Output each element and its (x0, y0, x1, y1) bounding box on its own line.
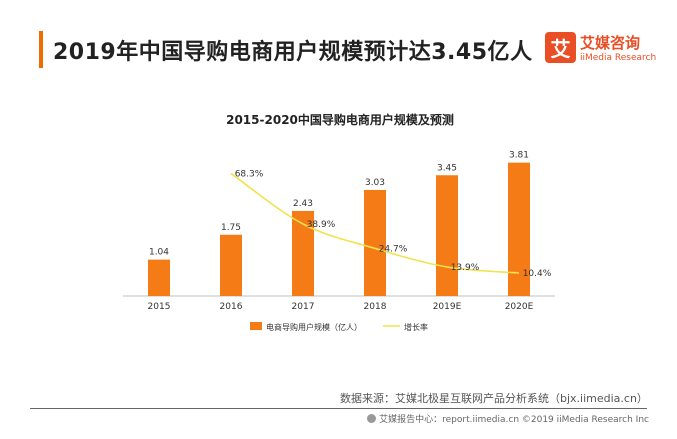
page-title: 2019年中国导购电商用户规模预计达3.45亿人 (53, 40, 533, 65)
data-source: 数据来源：艾媒北极星互联网产品分析系统（bjx.iimedia.cn） (340, 392, 648, 405)
title-accent-bar (39, 31, 43, 68)
growth-rate-line (230, 172, 520, 274)
legend-label-bars: 电商导购用户规模（亿人） (266, 322, 362, 332)
growth-rate-label: 24.7% (379, 244, 408, 254)
x-tick-label: 2019E (433, 302, 462, 312)
bar-2015 (148, 259, 170, 296)
logo-name-cn: 艾媒咨询 (580, 34, 641, 52)
bar-2017 (292, 210, 314, 296)
footer-text: 艾媒报告中心：report.iimedia.cn ©2019 iiMedia R… (379, 415, 649, 425)
bar-value-label: 3.45 (437, 163, 457, 173)
legend-label-line: 增长率 (404, 322, 428, 332)
growth-rate-label: 13.9% (451, 263, 480, 273)
logo-name-en: iiMedia Research (580, 53, 657, 63)
bar-value-label: 1.75 (221, 223, 241, 233)
bar-value-label: 3.03 (365, 178, 385, 188)
bar-value-label: 2.43 (293, 199, 313, 209)
x-tick-label: 2020E (505, 302, 534, 312)
footer-divider (30, 408, 647, 409)
chart-title: 2015-2020中国导购电商用户规模及预测 (226, 112, 454, 127)
bar-2020E (508, 162, 530, 296)
report-center-icon (367, 414, 377, 423)
x-tick-label: 2017 (292, 302, 315, 312)
x-tick-label: 2018 (364, 302, 387, 312)
bar-value-label: 1.04 (149, 248, 169, 258)
growth-rate-label: 38.9% (307, 220, 336, 230)
growth-rate-label: 68.3% (235, 169, 264, 179)
legend-swatch-bars (250, 322, 262, 330)
x-tick-label: 2015 (148, 302, 171, 312)
bar-2019E (436, 175, 458, 296)
growth-rate-label: 10.4% (523, 269, 552, 279)
bar-value-label: 3.81 (509, 151, 529, 161)
iimedia-logo: 艾 艾媒咨询 iiMedia Research (545, 32, 657, 70)
logo-mark: 艾 (545, 32, 576, 63)
bar-2018 (364, 189, 386, 296)
x-tick-label: 2016 (220, 302, 243, 312)
bar-2016 (220, 234, 242, 296)
footer: 艾媒报告中心：report.iimedia.cn ©2019 iiMedia R… (367, 412, 649, 425)
